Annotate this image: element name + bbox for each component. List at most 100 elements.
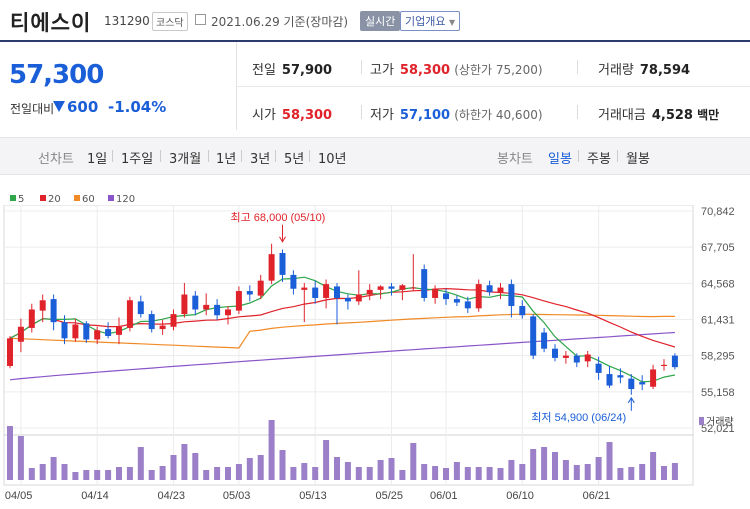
volume-bar	[443, 468, 449, 480]
volume-bar	[530, 449, 537, 480]
y-tick-label: 58,295	[701, 351, 735, 363]
candle-body	[246, 291, 253, 295]
candle-body	[344, 297, 351, 302]
candle-body	[225, 309, 231, 316]
volume-bar	[105, 470, 112, 480]
change-value: 600	[67, 98, 99, 116]
candle-body	[50, 299, 57, 323]
candle-body	[661, 364, 667, 366]
chart-period-tabs: 선차트 1일 1주일 3개월 1년 3년 5년 10년 봉차트 일봉 주봉 월봉	[0, 137, 750, 175]
volume-bar	[355, 467, 362, 480]
volume-bar	[573, 465, 580, 480]
trade-value: 거래대금 4,528 백만	[598, 104, 719, 123]
volume-bar	[192, 453, 199, 480]
volume-bar	[399, 470, 406, 480]
volume-bar	[17, 436, 24, 480]
volume-bar	[170, 455, 177, 480]
legend-label: 60	[82, 194, 95, 205]
candle-body	[170, 314, 177, 327]
candle-body	[7, 338, 13, 366]
realtime-button[interactable]: 실시간	[360, 11, 401, 31]
company-overview-button[interactable]: 기업개요 ▼	[400, 11, 461, 31]
candle-body	[377, 286, 384, 290]
tab-1week[interactable]: 1주일	[121, 152, 154, 167]
x-tick-label: 05/13	[299, 490, 327, 502]
market-badge: 코스닥	[152, 12, 188, 31]
candlestick-chart[interactable]: 70,842 67,705 64,568 61,431 58,295 55,158 52,0…	[0, 205, 750, 505]
lower-limit: (하한가 40,600)	[454, 108, 543, 122]
candle-body	[192, 295, 199, 310]
volume-bar	[50, 457, 57, 480]
volume-bar	[650, 452, 657, 480]
candle-body	[279, 252, 286, 275]
col-divider	[577, 105, 578, 119]
volume-bar	[410, 443, 417, 480]
candle-body	[562, 355, 569, 358]
tab-10years[interactable]: 10년	[318, 152, 347, 167]
volume-bar	[584, 464, 591, 480]
high-price: 고가 58,300 (상한가 75,200)	[370, 59, 543, 78]
candle-body	[83, 323, 90, 340]
stock-header: 티에스이 131290 코스닥 2021.06.29 기준(장마감) 실시간 기…	[0, 0, 750, 40]
candle-body	[410, 287, 417, 289]
candle-body	[388, 286, 395, 289]
candle-body	[159, 325, 166, 330]
legend-swatch	[74, 195, 80, 201]
volume-bar	[552, 452, 558, 480]
tab-3years[interactable]: 3년	[250, 152, 271, 167]
candle-body	[323, 284, 330, 298]
y-tick-label: 70,842	[701, 206, 735, 218]
open-label: 시가	[252, 108, 276, 123]
prev-close-label: 전일	[252, 63, 276, 78]
prev-close-value: 57,900	[281, 63, 333, 78]
calendar-icon	[195, 14, 206, 25]
volume-bar	[126, 467, 133, 480]
volume-bar	[541, 447, 548, 480]
candle-body	[126, 300, 133, 328]
volume-bar	[83, 470, 90, 480]
legend-ma120: 120	[108, 194, 135, 205]
volume-bar	[257, 455, 264, 480]
candle-body	[497, 287, 504, 293]
tab-candle-chart[interactable]: 봉차트	[497, 152, 533, 167]
low-price: 저가 57,100 (하한가 40,600)	[370, 104, 543, 123]
volume-bar	[301, 463, 308, 480]
volume-bar	[116, 467, 122, 480]
tab-monthly[interactable]: 월봉	[626, 152, 650, 167]
y-tick-label: 67,705	[701, 242, 735, 254]
candle-body	[116, 326, 122, 335]
tab-5years[interactable]: 5년	[284, 152, 305, 167]
volume-legend-label: 거래량	[706, 416, 734, 428]
x-tick-label: 04/14	[81, 490, 109, 502]
high-value: 58,300	[399, 63, 451, 78]
volume-bar	[225, 467, 231, 480]
company-name: 티에스이	[10, 11, 92, 35]
candle-body	[530, 316, 537, 356]
candle-body	[39, 300, 46, 311]
candle-body	[628, 378, 635, 390]
tab-weekly[interactable]: 주봉	[587, 152, 611, 167]
tab-line-chart[interactable]: 선차트	[38, 152, 74, 167]
volume-bar	[562, 460, 569, 480]
volume-bar	[497, 468, 504, 480]
x-tick-label: 06/01	[430, 490, 458, 502]
legend-swatch	[10, 195, 16, 201]
x-tick-label: 05/03	[223, 490, 251, 502]
tab-divider	[275, 150, 276, 162]
trade-value-number: 4,528	[651, 108, 693, 123]
volume-bar	[246, 458, 253, 480]
volume-legend-swatch	[699, 417, 704, 425]
candle-body	[105, 329, 112, 337]
tab-1year[interactable]: 1년	[216, 152, 237, 167]
col-divider	[361, 105, 362, 119]
volume-bar	[290, 467, 297, 480]
high-arrow-head	[279, 236, 286, 243]
candle-body	[617, 375, 624, 378]
tab-divider	[241, 150, 242, 162]
tab-1day[interactable]: 1일	[87, 152, 108, 167]
tab-3months[interactable]: 3개월	[169, 152, 202, 167]
open-value: 58,300	[281, 108, 333, 123]
tab-daily[interactable]: 일봉	[548, 152, 572, 167]
candle-body	[148, 314, 155, 330]
change-percent: -1.04%	[108, 98, 167, 116]
